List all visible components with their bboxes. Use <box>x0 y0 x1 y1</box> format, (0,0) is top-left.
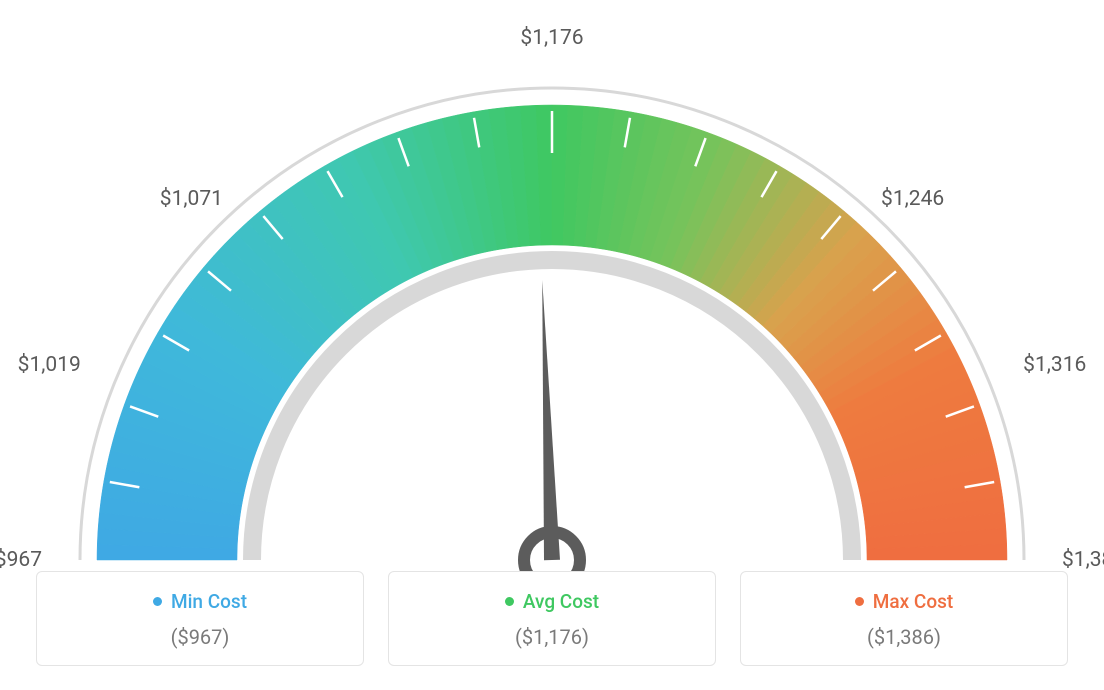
legend-row: Min Cost ($967) Avg Cost ($1,176) Max Co… <box>36 571 1068 666</box>
gauge-tick-label: $1,019 <box>18 353 81 377</box>
legend-card-avg: Avg Cost ($1,176) <box>388 571 716 666</box>
legend-label: Min Cost <box>171 590 247 613</box>
gauge-tick-label: $1,316 <box>1023 353 1086 377</box>
legend-card-min: Min Cost ($967) <box>36 571 364 666</box>
legend-title-min: Min Cost <box>153 590 247 613</box>
legend-label: Max Cost <box>873 590 953 613</box>
dot-icon <box>855 597 864 606</box>
gauge-tick-label: $1,246 <box>881 187 944 211</box>
dot-icon <box>153 597 162 606</box>
legend-label: Avg Cost <box>523 590 599 613</box>
gauge-svg <box>0 40 1104 600</box>
legend-title-max: Max Cost <box>855 590 953 613</box>
legend-value-avg: ($1,176) <box>399 625 705 649</box>
gauge-chart: $967$1,019$1,071$1,176$1,246$1,316$1,386 <box>0 0 1104 560</box>
gauge-tick-label: $1,071 <box>160 187 223 211</box>
gauge-tick-label: $1,176 <box>520 26 583 50</box>
legend-value-min: ($967) <box>47 625 353 649</box>
dot-icon <box>505 597 514 606</box>
legend-title-avg: Avg Cost <box>505 590 599 613</box>
legend-value-max: ($1,386) <box>751 625 1057 649</box>
gauge-tick-label: $1,386 <box>1062 548 1104 572</box>
legend-card-max: Max Cost ($1,386) <box>740 571 1068 666</box>
gauge-tick-label: $967 <box>0 548 42 572</box>
